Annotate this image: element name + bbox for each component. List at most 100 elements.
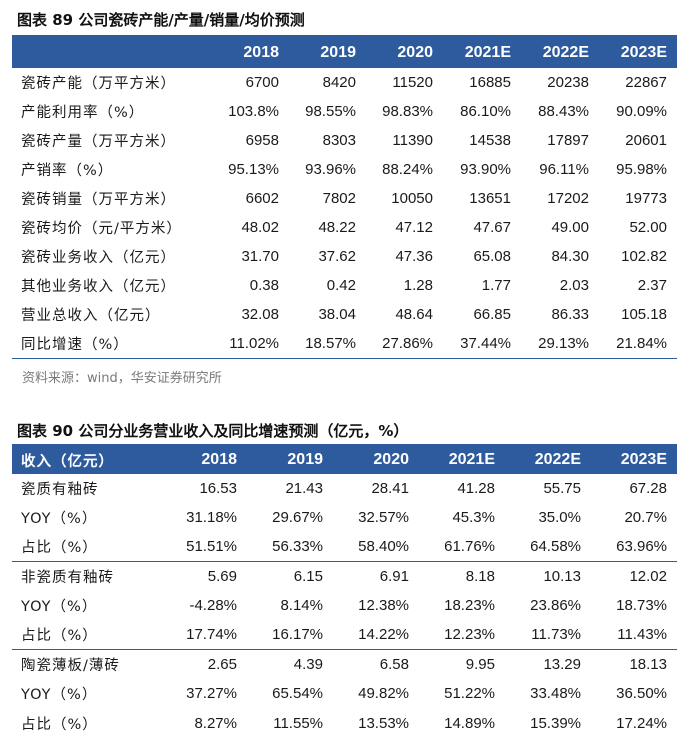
cell-value: 17897: [547, 132, 589, 149]
cell-value: 10.13: [505, 561, 591, 592]
table-row: 非瓷质有釉砖 5.69 6.15 6.91 8.18 10.13 12.02: [12, 561, 677, 592]
cell-value: 14.22%: [358, 626, 409, 644]
cell-value: 21.84%: [599, 329, 677, 359]
cell-value: 0.38: [249, 277, 279, 294]
cell-value: 36.50%: [616, 685, 667, 703]
table-row: 瓷砖销量（万平方米） 6602 7802 10050 13651 17202 1…: [12, 184, 677, 213]
row-label: 瓷砖产量（万平方米）: [21, 134, 176, 150]
table-row: 产销率（%） 95.13% 93.96% 88.24% 93.90% 96.11…: [12, 155, 677, 184]
cell-value: 6700: [245, 74, 279, 91]
cell-value: 64.58%: [530, 538, 581, 556]
cell-value: 49.82%: [358, 685, 409, 703]
cell-value: 18.13: [591, 649, 677, 680]
cell-value: 48.64: [395, 306, 433, 323]
table2-year-header: 2019: [247, 446, 333, 474]
table-row: YOY（%） 31.18% 29.67% 32.57% 45.3% 35.0% …: [12, 503, 677, 532]
table2-year-header: 2020: [333, 446, 419, 474]
capacity-forecast-table: 2018 2019 2020 2021E 2022E 2023E 瓷砖产能（万平…: [12, 37, 677, 359]
table-row: 占比（%） 8.27% 11.55% 13.53% 14.89% 15.39% …: [12, 708, 677, 737]
table2-year-header: 2022E: [505, 446, 591, 474]
cell-value: 11520: [392, 74, 433, 91]
cell-value: 13.29: [505, 649, 591, 680]
cell-value: 2.03: [559, 277, 589, 294]
cell-value: 84.30: [551, 248, 589, 265]
table2-title: 图表 90 公司分业务营业收入及同比增速预测（亿元，%）: [17, 422, 409, 440]
cell-value: 10050: [391, 190, 433, 207]
cell-value: 98.83%: [382, 103, 433, 120]
row-label: YOY（%）: [21, 511, 98, 528]
table-row: 营业总收入（亿元） 32.08 38.04 48.64 66.85 86.33 …: [12, 300, 677, 329]
cell-value: 20.7%: [624, 509, 667, 527]
table2-year-header: 2023E: [591, 446, 677, 474]
cell-value: 11.55%: [273, 714, 323, 732]
table1-title: 图表 89 公司瓷砖产能/产量/销量/均价预测: [17, 11, 305, 29]
cell-value: 29.67%: [272, 509, 323, 527]
segment-revenue-table: 收入（亿元） 2018 2019 2020 2021E 2022E 2023E …: [12, 446, 677, 738]
cell-value: 18.57%: [289, 329, 366, 359]
cell-value: 88.43%: [538, 103, 589, 120]
cell-value: 35.0%: [538, 509, 581, 527]
cell-value: 98.55%: [305, 103, 356, 120]
row-label: 非瓷质有釉砖: [12, 561, 162, 592]
cell-value: 86.33: [551, 306, 589, 323]
cell-value: -4.28%: [189, 597, 237, 615]
cell-value: 1.28: [403, 277, 433, 294]
table1-year-header: 2023E: [599, 37, 677, 68]
cell-value: 14.89%: [444, 714, 495, 732]
table2-header-row: 收入（亿元） 2018 2019 2020 2021E 2022E 2023E: [12, 446, 677, 474]
cell-value: 41.28: [457, 480, 495, 498]
cell-value: 105.18: [621, 306, 667, 323]
table1-year-header: 2020: [366, 37, 443, 68]
cell-value: 2.37: [637, 277, 667, 294]
cell-value: 6958: [245, 132, 279, 149]
row-label: 占比（%）: [21, 716, 98, 733]
cell-value: 7802: [322, 190, 356, 207]
table2-header-label: 收入（亿元）: [12, 446, 162, 474]
table1-source-note: 资料来源：wind，华安证券研究所: [22, 371, 222, 386]
table1-header-corner: [12, 37, 212, 68]
cell-value: 17.24%: [616, 714, 667, 732]
cell-value: 51.22%: [444, 685, 495, 703]
table2-year-header: 2018: [162, 446, 247, 474]
row-label: YOY（%）: [21, 687, 98, 704]
row-label: 产销率（%）: [21, 163, 114, 179]
cell-value: 20238: [547, 74, 589, 91]
table-row: YOY（%） -4.28% 8.14% 12.38% 18.23% 23.86%…: [12, 591, 677, 620]
cell-value: 95.13%: [228, 161, 279, 178]
row-label: 瓷砖销量（万平方米）: [21, 192, 176, 208]
cell-value: 18.23%: [444, 597, 495, 615]
cell-value: 93.90%: [460, 161, 511, 178]
table1-year-header: 2018: [212, 37, 289, 68]
cell-value: 8303: [322, 132, 356, 149]
table-row: 其他业务收入（亿元） 0.38 0.42 1.28 1.77 2.03 2.37: [12, 271, 677, 300]
cell-value: 66.85: [473, 306, 511, 323]
row-label: 瓷砖均价（元/平方米）: [21, 221, 182, 237]
cell-value: 51.51%: [186, 538, 237, 556]
cell-value: 6.15: [247, 561, 333, 592]
cell-value: 47.36: [395, 248, 433, 265]
cell-value: 11.02%: [212, 329, 289, 359]
table-row: 瓷砖产量（万平方米） 6958 8303 11390 14538 17897 2…: [12, 126, 677, 155]
row-label: YOY（%）: [21, 599, 98, 616]
cell-value: 45.3%: [452, 509, 495, 527]
cell-value: 63.96%: [616, 538, 667, 556]
cell-value: 31.70: [241, 248, 279, 265]
cell-value: 90.09%: [616, 103, 667, 120]
cell-value: 6.91: [333, 561, 419, 592]
cell-value: 18.73%: [616, 597, 667, 615]
cell-value: 32.08: [241, 306, 279, 323]
row-label: 瓷质有釉砖: [21, 482, 99, 499]
table-row: 瓷砖产能（万平方米） 6700 8420 11520 16885 20238 2…: [12, 68, 677, 97]
table2-year-header: 2021E: [419, 446, 505, 474]
cell-value: 103.8%: [228, 103, 279, 120]
cell-value: 6.58: [333, 649, 419, 680]
cell-value: 12.38%: [358, 597, 409, 615]
row-label: 瓷砖产能（万平方米）: [21, 76, 176, 92]
cell-value: 86.10%: [460, 103, 511, 120]
cell-value: 19773: [625, 190, 667, 207]
cell-value: 11390: [392, 132, 433, 149]
cell-value: 65.54%: [272, 685, 323, 703]
table2-top-rule: [12, 444, 677, 446]
table-row: 瓷质有釉砖 16.53 21.43 28.41 41.28 55.75 67.2…: [12, 474, 677, 503]
cell-value: 67.28: [629, 480, 667, 498]
